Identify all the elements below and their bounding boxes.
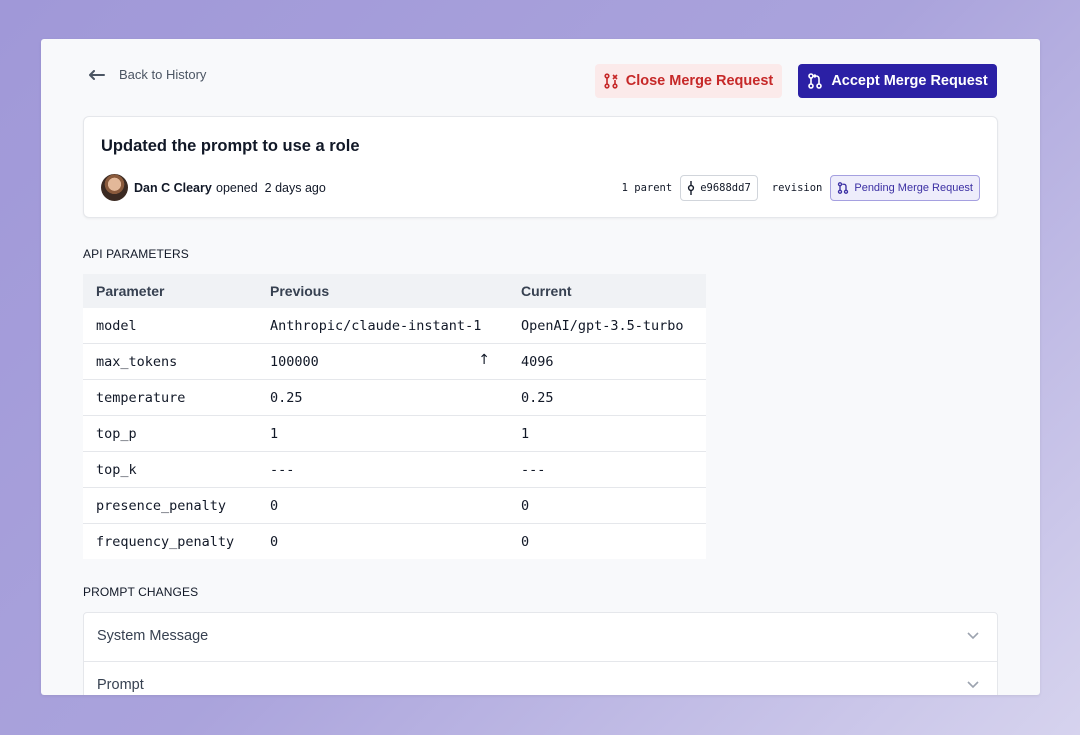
table-row: max_tokens 100000 ↑ 4096 <box>83 343 706 380</box>
parameter-cell: presence_penalty <box>83 487 257 524</box>
current-cell: --- <box>508 451 706 488</box>
previous-value: 100000 <box>270 353 319 370</box>
commit-hash: e9688dd7 <box>700 182 751 194</box>
parameter-cell: top_k <box>83 451 257 488</box>
previous-cell: 0 <box>257 487 508 524</box>
avatar <box>101 174 128 201</box>
merge-request-info-card: Updated the prompt to use a role Dan C C… <box>83 116 998 218</box>
opened-time: opened 2 days ago <box>216 181 326 195</box>
accept-merge-request-label: Accept Merge Request <box>831 73 988 89</box>
commit-meta: 1 parent e9688dd7 revision Pending Merge… <box>622 175 980 201</box>
table-row: top_p 1 1 <box>83 415 706 452</box>
prompt-changes-heading: PROMPT CHANGES <box>83 585 199 599</box>
parameter-cell: temperature <box>83 379 257 416</box>
table-row: temperature 0.25 0.25 <box>83 379 706 416</box>
arrow-up-icon: ↑ <box>478 352 490 368</box>
git-commit-icon <box>688 181 695 195</box>
parent-count: 1 parent <box>621 182 673 194</box>
table-row: presence_penalty 0 0 <box>83 487 706 524</box>
current-cell: OpenAI/gpt-3.5-turbo <box>508 308 706 344</box>
status-badge[interactable]: Pending Merge Request <box>830 175 980 201</box>
api-parameters-heading: API PARAMETERS <box>83 247 189 261</box>
chevron-down-icon <box>967 681 979 689</box>
parameter-cell: max_tokens <box>83 343 257 380</box>
previous-cell: 100000 ↑ <box>257 343 508 380</box>
back-label: Back to History <box>119 67 207 82</box>
accordion-system-message[interactable]: System Message <box>83 612 998 662</box>
previous-cell: 0.25 <box>257 379 508 416</box>
git-pull-request-icon <box>838 182 849 194</box>
accordion-label: System Message <box>97 628 209 644</box>
parameter-cell: model <box>83 308 257 344</box>
parameter-cell: frequency_penalty <box>83 523 257 559</box>
current-cell: 0.25 <box>508 379 706 416</box>
column-header-parameter: Parameter <box>83 274 257 308</box>
author-name[interactable]: Dan C Cleary <box>134 181 212 195</box>
arrow-left-icon <box>89 69 105 80</box>
chevron-down-icon <box>967 632 979 640</box>
table-row: model Anthropic/claude-instant-1 OpenAI/… <box>83 308 706 344</box>
merge-request-title: Updated the prompt to use a role <box>101 137 360 155</box>
previous-cell: --- <box>257 451 508 488</box>
column-header-previous: Previous <box>257 274 508 308</box>
current-cell: 0 <box>508 487 706 524</box>
table-row: top_k --- --- <box>83 451 706 488</box>
previous-cell: 1 <box>257 415 508 452</box>
table-row: frequency_penalty 0 0 <box>83 523 706 559</box>
parameter-cell: top_p <box>83 415 257 452</box>
accept-merge-request-button[interactable]: Accept Merge Request <box>798 64 997 98</box>
current-cell: 1 <box>508 415 706 452</box>
git-pull-request-closed-icon <box>604 73 618 89</box>
git-pull-request-icon <box>808 73 823 89</box>
revision-label: revision <box>771 182 823 194</box>
accordion-prompt[interactable]: Prompt <box>83 661 998 695</box>
commit-hash-badge[interactable]: e9688dd7 <box>680 175 758 201</box>
previous-cell: Anthropic/claude-instant-1 <box>257 308 508 344</box>
merge-request-panel: Back to History Close Merge Request Acce… <box>41 39 1040 695</box>
column-header-current: Current <box>508 274 706 308</box>
table-header-row: Parameter Previous Current <box>83 274 706 308</box>
current-cell: 0 <box>508 523 706 559</box>
api-parameters-table: Parameter Previous Current model Anthrop… <box>83 274 706 559</box>
close-merge-request-button[interactable]: Close Merge Request <box>595 64 782 98</box>
previous-cell: 0 <box>257 523 508 559</box>
current-cell: 4096 <box>508 343 706 380</box>
close-merge-request-label: Close Merge Request <box>625 73 774 89</box>
status-label: Pending Merge Request <box>854 182 973 194</box>
accordion-label: Prompt <box>97 677 144 693</box>
back-to-history-link[interactable]: Back to History <box>89 67 206 82</box>
